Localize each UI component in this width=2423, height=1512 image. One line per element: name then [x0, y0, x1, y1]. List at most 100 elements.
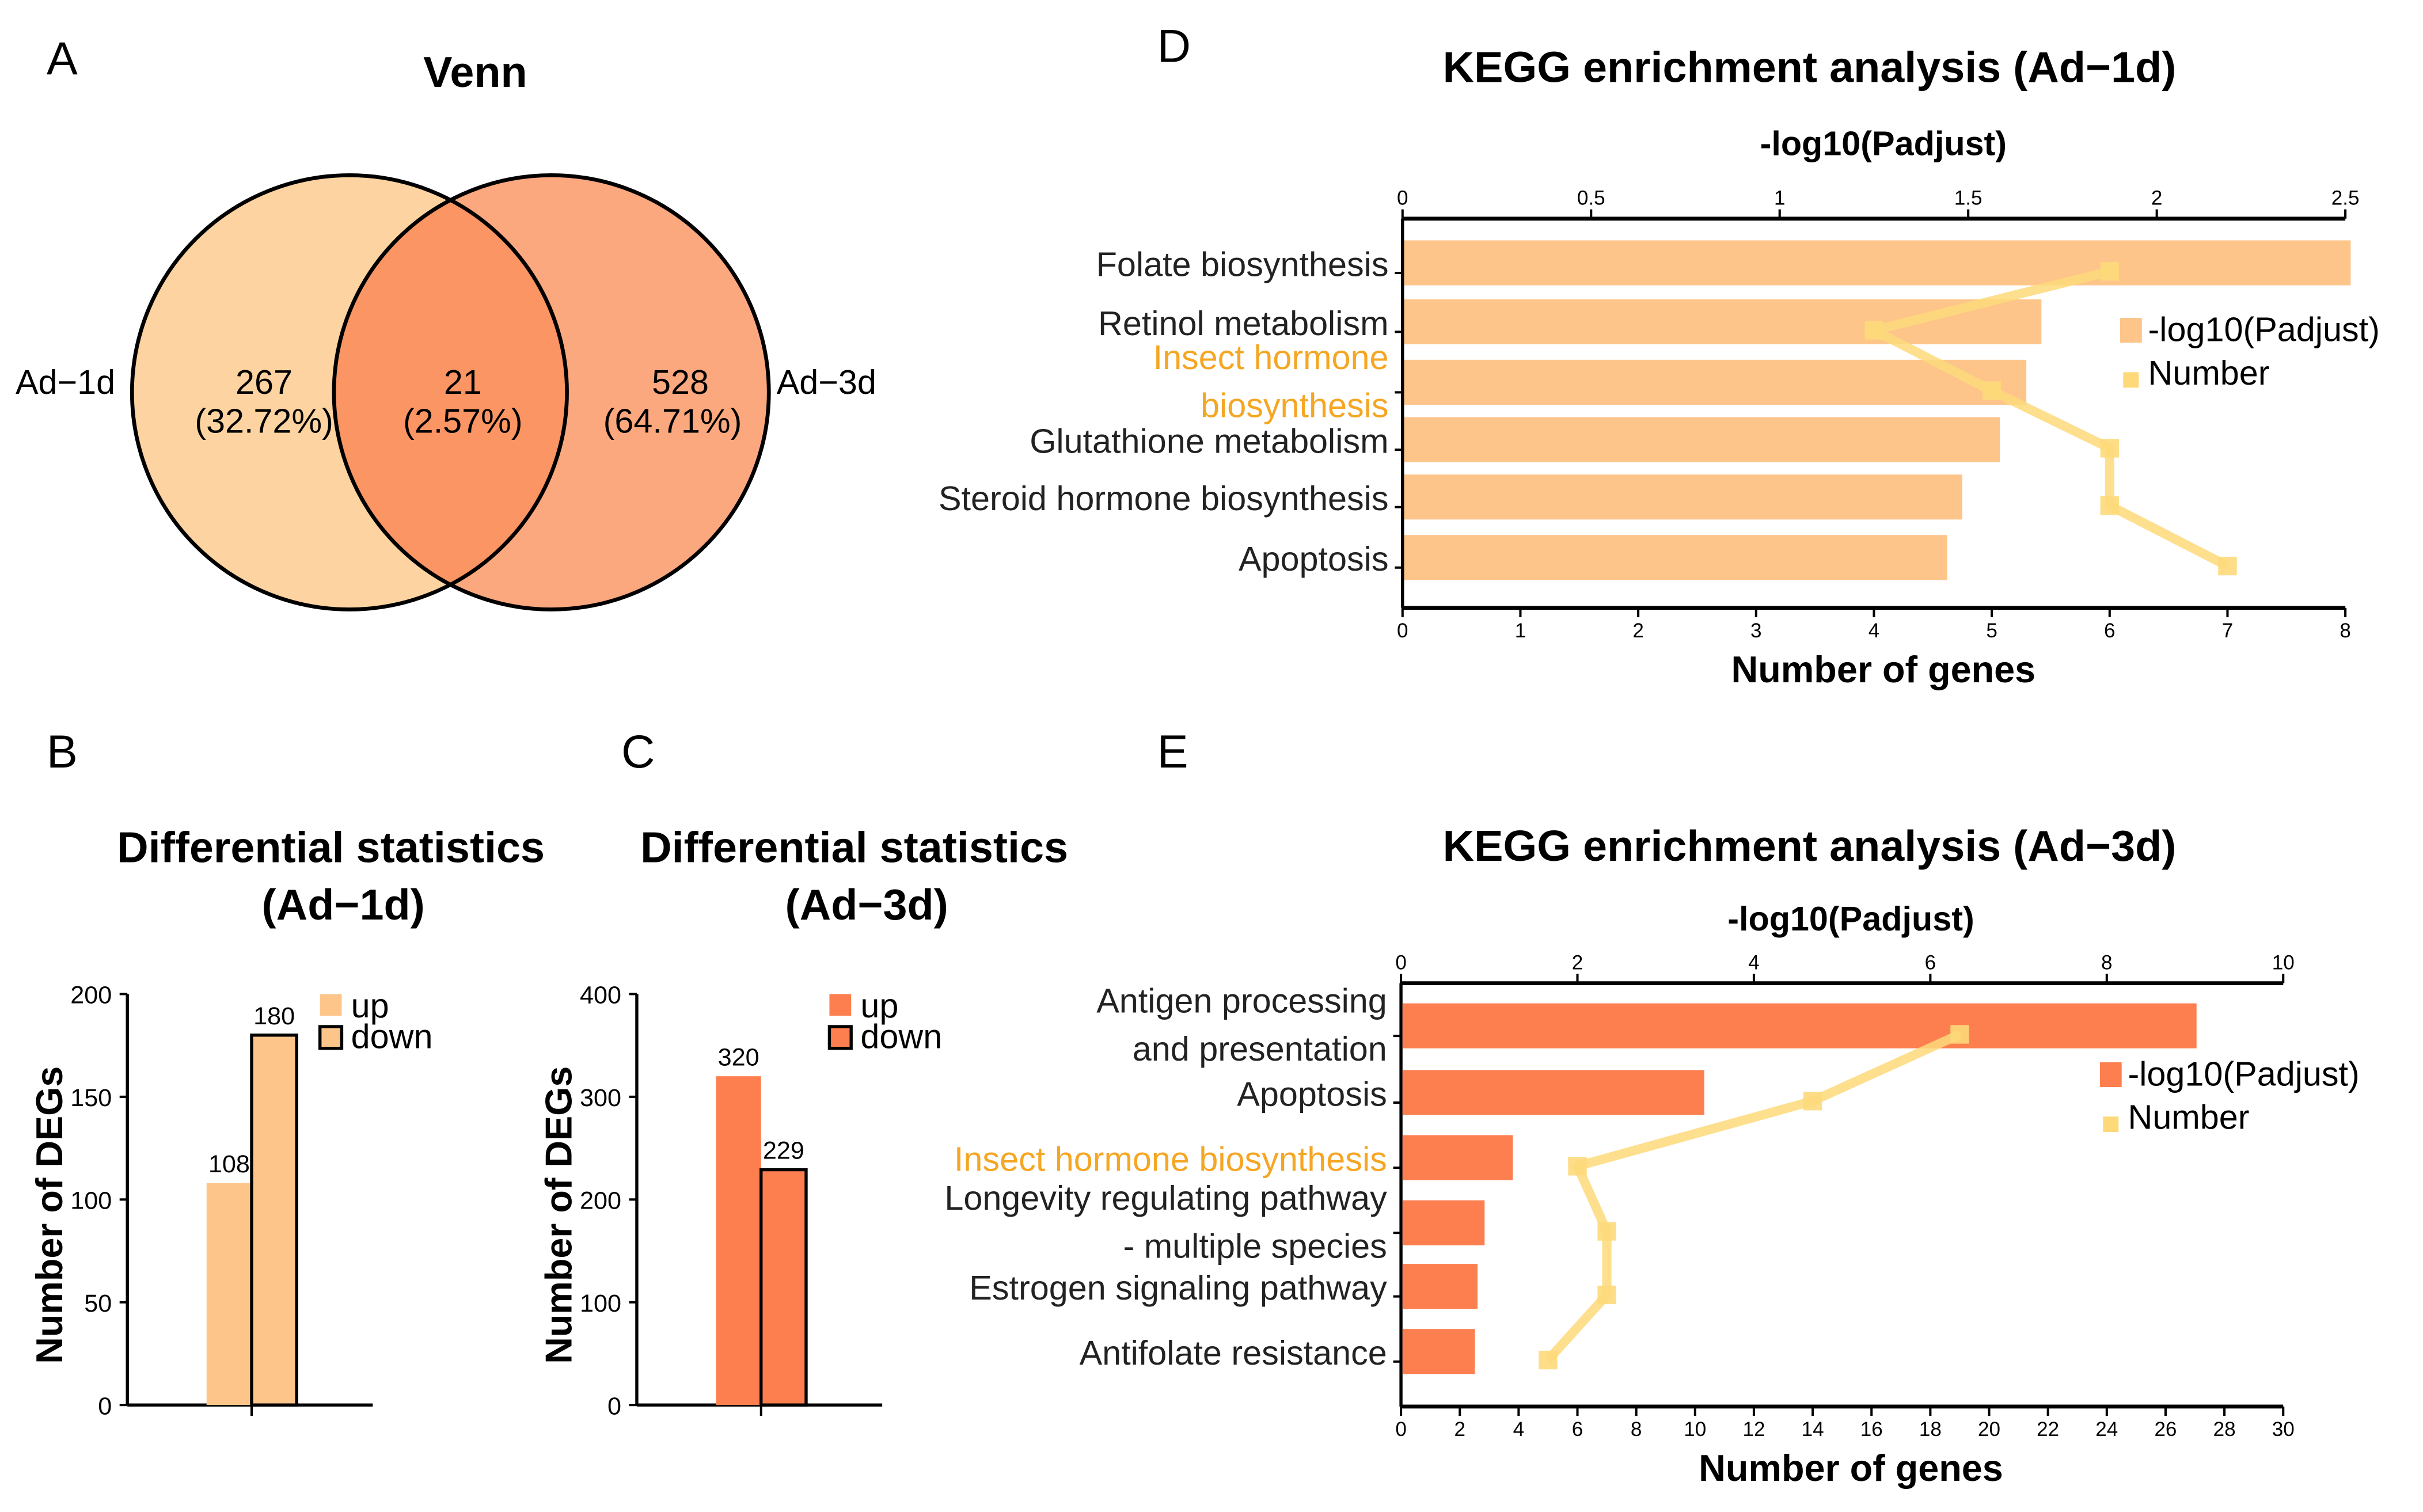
- bottom-tick-label: 24: [2095, 1418, 2118, 1441]
- bottom-tick-label: 4: [1868, 620, 1879, 642]
- bottom-tick-label: 7: [2222, 620, 2233, 642]
- chart-title: Differential statistics: [117, 823, 545, 872]
- bar-padjust: [1404, 535, 1947, 580]
- number-marker: [1597, 1285, 1616, 1305]
- top-axis-label: -log10(Padjust): [1727, 899, 1974, 938]
- chart-title: (Ad−1d): [262, 880, 425, 929]
- venn-overlap: [333, 175, 567, 610]
- category-label: - multiple species: [1123, 1226, 1387, 1265]
- number-marker: [1539, 1350, 1558, 1370]
- bar-value-label: 229: [763, 1137, 804, 1165]
- top-tick-label: 2.5: [2331, 187, 2360, 210]
- x-axis-label: Number of genes: [1699, 1447, 2003, 1489]
- number-line: [1544, 1030, 1962, 1363]
- venn-title: Venn: [423, 48, 527, 96]
- legend-swatch-number: [2123, 372, 2139, 388]
- bottom-tick-label: 2: [1454, 1418, 1465, 1441]
- venn-percent: (32.72%): [195, 401, 333, 440]
- y-tick-label: 300: [580, 1084, 621, 1112]
- category-label: Steroid hormone biosynthesis: [939, 479, 1389, 518]
- venn-count: 528: [652, 363, 709, 401]
- legend-label: down: [860, 1017, 942, 1056]
- legend-swatch-padjust: [2099, 1062, 2122, 1088]
- chart-title: KEGG enrichment analysis (Ad−1d): [1443, 43, 2177, 92]
- number-marker: [1597, 1222, 1616, 1241]
- bar-padjust: [1404, 474, 1962, 520]
- y-tick-label: 200: [580, 1187, 621, 1214]
- category-label: Apoptosis: [1237, 1074, 1387, 1113]
- category-label: and presentation: [1133, 1029, 1387, 1068]
- bar-value-label: 320: [718, 1043, 759, 1071]
- bar-padjust: [1402, 1264, 1478, 1309]
- bottom-tick-label: 18: [1919, 1418, 1942, 1441]
- y-tick-label: 200: [70, 982, 112, 1009]
- bottom-tick-label: 14: [1802, 1418, 1824, 1441]
- chart-title: (Ad−3d): [785, 880, 948, 929]
- bar-down: [759, 1168, 808, 1407]
- legend-swatch-down: [318, 1025, 344, 1050]
- venn-count: 21: [444, 363, 482, 401]
- category-label: Insect hormone biosynthesis: [954, 1140, 1387, 1179]
- y-tick-label: 0: [607, 1392, 621, 1420]
- top-tick-label: 1: [1774, 187, 1785, 210]
- category-label: Estrogen signaling pathway: [969, 1268, 1387, 1307]
- top-tick-label: 10: [2272, 951, 2295, 974]
- bar-up: [206, 1183, 252, 1405]
- bottom-tick-label: 10: [1684, 1418, 1706, 1441]
- legend-label: up: [860, 986, 898, 1025]
- bottom-tick-label: 26: [2154, 1418, 2177, 1441]
- bar-padjust: [1402, 1003, 2197, 1048]
- bar-padjust: [1402, 1135, 1513, 1180]
- y-axis-label: Number of DEGs: [538, 1066, 580, 1364]
- number-marker: [2218, 556, 2237, 576]
- bottom-tick-label: 3: [1750, 620, 1761, 642]
- x-axis-label: Number of genes: [1731, 648, 2036, 690]
- category-label: Retinol metabolism: [1098, 304, 1388, 343]
- venn-count: 267: [236, 363, 293, 401]
- bottom-tick-label: 16: [1860, 1418, 1883, 1441]
- top-tick-label: 6: [1925, 951, 1936, 974]
- legend-label: down: [351, 1017, 433, 1056]
- top-axis-label: -log10(Padjust): [1760, 124, 2007, 162]
- bottom-tick-label: 0: [1397, 620, 1408, 642]
- legend-label: Number: [2148, 354, 2270, 392]
- bar-value-label: 108: [208, 1150, 250, 1178]
- panel-label-c: C: [621, 726, 655, 778]
- y-tick-label: 100: [580, 1290, 621, 1317]
- bottom-tick-label: 8: [1631, 1418, 1642, 1441]
- number-line: [1869, 267, 2230, 571]
- legend-swatch-padjust: [2120, 318, 2142, 343]
- top-tick-label: 1.5: [1954, 187, 1983, 210]
- legend-label: up: [351, 986, 389, 1025]
- y-tick-label: 50: [84, 1290, 112, 1317]
- venn-percent: (64.71%): [603, 401, 742, 440]
- bottom-tick-label: 4: [1513, 1418, 1524, 1441]
- category-label: Glutathione metabolism: [1030, 421, 1388, 460]
- deg-chart-ad1d: Differential statistics (Ad−1d) 0 50 100 150 2…: [28, 823, 545, 1420]
- top-tick-label: 8: [2101, 951, 2112, 974]
- panel-label-e: E: [1157, 726, 1188, 778]
- y-axis-label: Number of DEGs: [28, 1066, 70, 1364]
- category-label: Antigen processing: [1096, 982, 1387, 1020]
- category-label: biosynthesis: [1201, 386, 1388, 425]
- venn-diagram: Venn Ad−1d Ad−3d 267(32.72%) 21(2.57%) 528(64…: [16, 48, 876, 611]
- bar-padjust: [1404, 417, 2000, 462]
- number-marker: [1864, 321, 1883, 340]
- legend-swatch-number: [2103, 1116, 2119, 1133]
- legend-swatch-up: [829, 994, 852, 1016]
- bottom-tick-label: 12: [1742, 1418, 1765, 1441]
- y-tick-label: 0: [98, 1392, 112, 1420]
- legend-swatch-up: [320, 994, 342, 1016]
- bar-padjust: [1402, 1200, 1485, 1245]
- panel-label-d: D: [1157, 21, 1191, 73]
- bottom-tick-label: 2: [1632, 620, 1643, 642]
- number-marker: [1982, 381, 2002, 400]
- bar-down: [250, 1034, 298, 1407]
- venn-outline-ad3d: [332, 173, 771, 611]
- number-marker: [1803, 1092, 1822, 1111]
- venn-outline-ad1d: [130, 173, 569, 611]
- deg-chart-ad3d: Differential statistics (Ad−3d) 0 100 200 300…: [538, 823, 1068, 1420]
- panel-label-b: B: [47, 726, 78, 778]
- legend-swatch-down: [827, 1025, 853, 1050]
